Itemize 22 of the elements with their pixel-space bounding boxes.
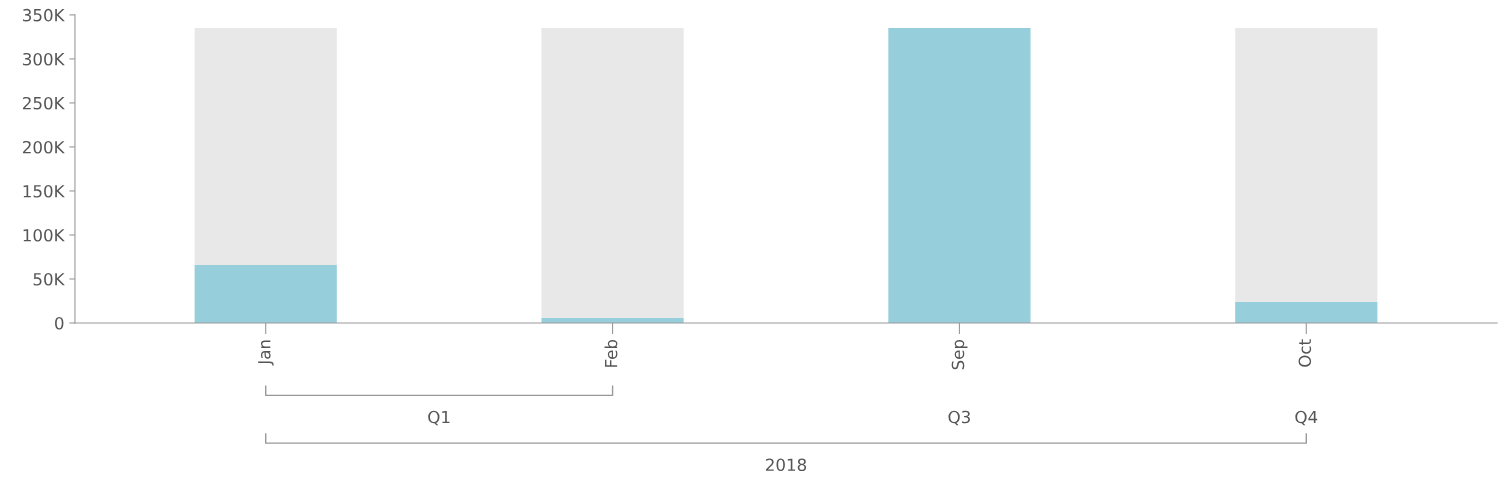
text: Q1 [428, 410, 450, 426]
x-tick-label: Jan [258, 340, 274, 366]
x-tick-label: Feb [604, 339, 618, 367]
x-tick-label: Oct [1298, 339, 1312, 367]
y-tick-label: 250K [23, 96, 65, 110]
bar [194, 264, 337, 323]
y-tick-label: 200K [23, 140, 65, 154]
y-tick-label: 0 [55, 316, 64, 330]
bar [888, 28, 1031, 323]
y-tick-label: 50K [33, 272, 65, 286]
bar [541, 28, 684, 318]
y-tick-label: 150K [23, 184, 65, 198]
y-tick-label: 350K [23, 8, 65, 22]
text: 2018 [766, 458, 807, 472]
text: Q3 [948, 410, 970, 426]
bar [1235, 28, 1378, 302]
x-tick-label: Sep [951, 339, 968, 370]
text: Q4 [1295, 410, 1318, 426]
y-tick-label: 300K [23, 52, 65, 66]
bar [1235, 301, 1378, 323]
bar [194, 28, 337, 265]
y-tick-label: 100K [23, 228, 65, 242]
